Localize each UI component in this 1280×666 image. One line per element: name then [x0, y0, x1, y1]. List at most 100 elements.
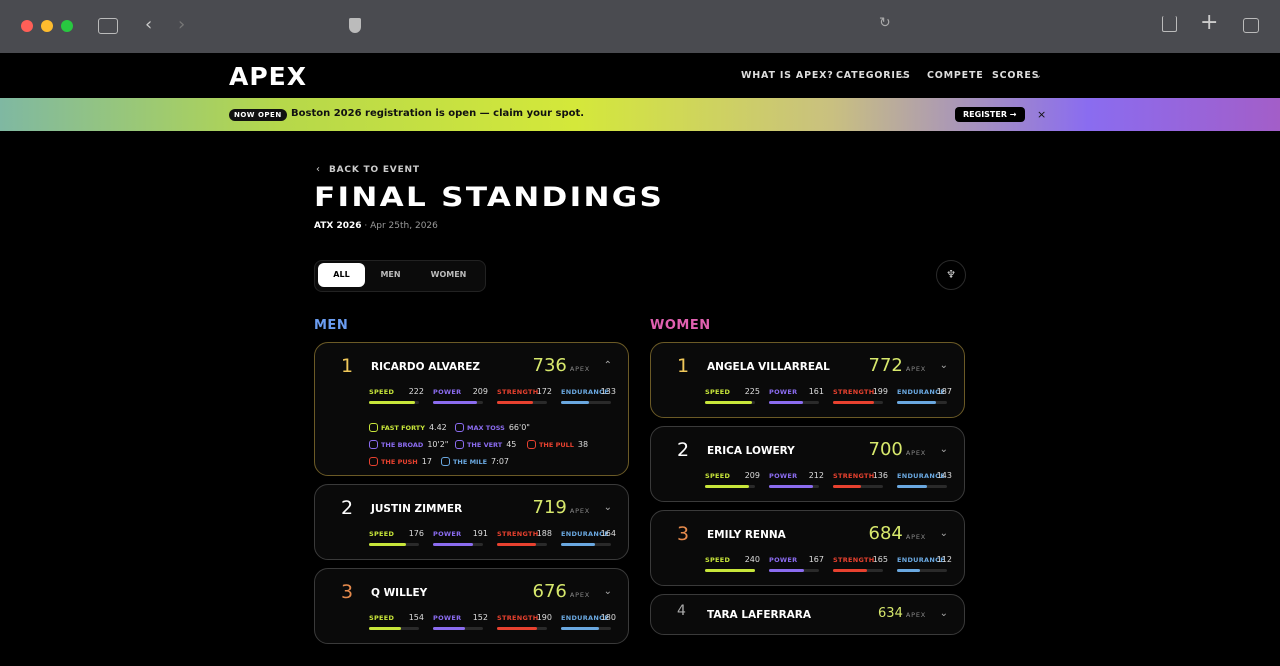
- stat-bar: [833, 485, 862, 488]
- close-button[interactable]: [21, 20, 33, 32]
- stat-label: SPEED: [369, 530, 395, 538]
- back-link[interactable]: BACK TO EVENT: [329, 165, 420, 175]
- score-value: 772: [868, 355, 903, 376]
- close-banner[interactable]: ×: [1037, 108, 1047, 121]
- logo[interactable]: APEX: [229, 62, 308, 91]
- stat-label: SPEED: [369, 614, 395, 622]
- expand-chevron[interactable]: ⌄: [603, 586, 612, 597]
- nav-link[interactable]: COMPETE: [927, 70, 984, 81]
- stat-bar: [769, 569, 804, 572]
- athlete-name: Q WILLEY: [371, 587, 428, 599]
- athlete-name: EMILY RENNA: [707, 529, 786, 541]
- score-unit: APEX: [569, 507, 590, 515]
- athlete-name: TARA LAFERRARA: [707, 609, 812, 621]
- tab[interactable]: WOMEN: [430, 270, 467, 279]
- expand-chevron[interactable]: ⌄: [939, 528, 948, 539]
- stat-label: STRENGTH: [497, 614, 539, 622]
- event-date: · Apr 25th, 2026: [364, 221, 438, 231]
- athlete-card[interactable]: 1 RICARDO ALVAREZ 736 APEX ⌃ SPEED 222 POWER 209…: [314, 342, 629, 476]
- register-button[interactable]: REGISTER →: [955, 107, 1025, 122]
- men-column: MEN 1 RICARDO ALVAREZ 736 APEX ⌃ SPEED 222 POWER…: [314, 318, 629, 652]
- nav-link[interactable]: SCORES: [992, 70, 1040, 81]
- expand-chevron[interactable]: ⌄: [939, 444, 948, 455]
- event-value: 66'0": [508, 423, 530, 432]
- trophy-button[interactable]: ♆: [936, 260, 966, 290]
- reload-icon[interactable]: ↻: [879, 15, 891, 31]
- score-unit: APEX: [905, 449, 926, 457]
- stat-label: POWER: [769, 388, 798, 396]
- event-label: THE PUSH: [381, 458, 418, 466]
- minimize-button[interactable]: [41, 20, 53, 32]
- tab[interactable]: MEN: [380, 270, 401, 279]
- shield-icon[interactable]: [349, 18, 361, 33]
- score: 676 APEX: [533, 581, 591, 602]
- stat-label: POWER: [769, 556, 798, 564]
- athlete-card[interactable]: 4 TARA LAFERRARA 634 APEX ⌄: [650, 594, 965, 635]
- stat-bar: [561, 543, 596, 546]
- athlete-name: ANGELA VILLARREAL: [707, 361, 830, 373]
- stat-bar: [769, 485, 814, 488]
- back-icon[interactable]: ‹: [145, 14, 153, 35]
- stat-bar: [897, 569, 921, 572]
- new-tab-icon[interactable]: +: [1200, 10, 1219, 35]
- stat-label: POWER: [433, 388, 462, 396]
- nav-link[interactable]: WHAT IS APEX?: [741, 70, 834, 81]
- stat-value: 190: [536, 613, 552, 622]
- forward-icon[interactable]: ›: [178, 14, 186, 35]
- score-value: 676: [532, 581, 567, 602]
- athlete-card[interactable]: 3 Q WILLEY 676 APEX ⌄ SPEED 154 POWER 152 STRENGT…: [314, 568, 629, 644]
- stat-label: ENDURANCE: [897, 472, 945, 480]
- rank: 3: [341, 581, 354, 603]
- score-value: 684: [868, 523, 903, 544]
- tab[interactable]: ALL: [318, 263, 365, 287]
- section-heading: WOMEN: [650, 318, 711, 333]
- score: 634 APEX: [878, 606, 926, 621]
- stat-label: STRENGTH: [497, 530, 539, 538]
- stat-value: 225: [744, 387, 760, 396]
- banner-text: Boston 2026 registration is open — claim…: [291, 108, 585, 119]
- stat-bar: [497, 543, 537, 546]
- stat-label: ENDURANCE: [561, 614, 609, 622]
- expand-chevron[interactable]: ⌄: [603, 502, 612, 513]
- rank: 4: [677, 603, 686, 619]
- event-value: 7:07: [491, 457, 510, 466]
- expand-chevron[interactable]: ⌄: [939, 360, 948, 371]
- stat-bar: [433, 627, 465, 630]
- rank: 1: [677, 355, 690, 377]
- stat-label: POWER: [433, 614, 462, 622]
- stat-label: SPEED: [369, 388, 395, 396]
- stat-label: STRENGTH: [833, 472, 875, 480]
- tabs-icon[interactable]: [1243, 18, 1259, 33]
- stat-bar: [433, 401, 477, 404]
- athlete-card[interactable]: 3 EMILY RENNA 684 APEX ⌄ SPEED 240 POWER 167 STRE…: [650, 510, 965, 586]
- event-name: ATX 2026: [314, 221, 362, 231]
- event-label: THE BROAD: [381, 441, 424, 449]
- nav-link[interactable]: CATEGORIES: [836, 70, 911, 81]
- rank: 2: [341, 497, 354, 519]
- athlete-card[interactable]: 2 ERICA LOWERY 700 APEX ⌄ SPEED 209 POWER 212 STR…: [650, 426, 965, 502]
- expand-chevron[interactable]: ⌄: [939, 608, 948, 619]
- dropdown-caret: ⌄: [1034, 70, 1043, 81]
- women-column: WOMEN 1 ANGELA VILLARREAL 772 APEX ⌄ SPEED 225 P…: [650, 318, 965, 643]
- share-icon[interactable]: [1162, 16, 1177, 32]
- rank: 1: [341, 355, 354, 377]
- browser-chrome: [0, 0, 1280, 53]
- athlete-name: JUSTIN ZIMMER: [371, 503, 463, 515]
- zoom-button[interactable]: [61, 20, 73, 32]
- back-chevron: ‹: [316, 164, 320, 175]
- score-value: 736: [532, 355, 567, 376]
- stat-value: 152: [472, 613, 488, 622]
- athlete-name: ERICA LOWERY: [707, 445, 795, 457]
- stat-value: 164: [600, 529, 616, 538]
- stat-bar: [833, 401, 875, 404]
- rank: 2: [677, 439, 690, 461]
- expand-chevron[interactable]: ⌃: [603, 360, 612, 371]
- stat-bar: [897, 485, 927, 488]
- stat-bar: [369, 627, 402, 630]
- stat-value: 165: [872, 555, 888, 564]
- athlete-card[interactable]: 2 JUSTIN ZIMMER 719 APEX ⌄ SPEED 176 POWER 191 ST…: [314, 484, 629, 560]
- sidebar-icon[interactable]: [98, 18, 118, 34]
- athlete-card[interactable]: 1 ANGELA VILLARREAL 772 APEX ⌄ SPEED 225 POWER 1…: [650, 342, 965, 418]
- event-icon: [369, 457, 378, 466]
